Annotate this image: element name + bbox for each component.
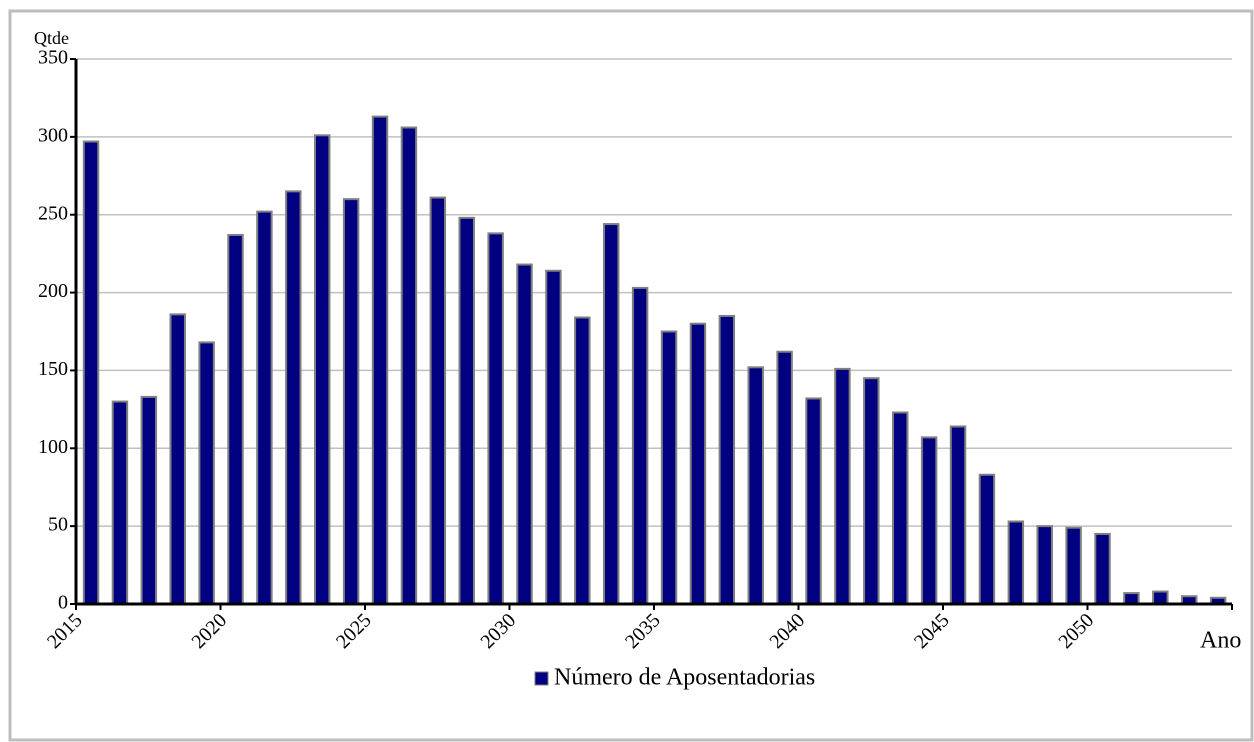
bar	[458, 216, 475, 605]
bar	[256, 210, 273, 605]
bar	[603, 223, 620, 606]
bar	[371, 115, 389, 605]
bar	[169, 313, 186, 605]
bar	[1065, 526, 1082, 606]
bar	[892, 411, 909, 605]
bar	[1152, 590, 1169, 605]
bar	[978, 473, 996, 605]
bar	[400, 126, 418, 605]
bar	[1007, 520, 1025, 606]
y-tick-label: 200	[38, 280, 68, 302]
bar	[949, 425, 967, 605]
bar	[1094, 532, 1111, 606]
y-tick-label: 350	[38, 47, 68, 69]
x-axis-label: Ano	[1200, 628, 1241, 654]
bar	[1036, 525, 1053, 606]
bar	[487, 232, 504, 605]
bar	[805, 397, 822, 606]
y-tick-label: 150	[38, 358, 68, 380]
y-tick-label: 100	[38, 436, 68, 458]
bar	[545, 269, 562, 605]
y-tick-label: 300	[38, 124, 68, 146]
bar	[140, 395, 158, 605]
bar	[227, 233, 244, 605]
bar	[631, 286, 649, 605]
bar	[285, 190, 302, 605]
chart-frame	[8, 9, 1254, 742]
bar	[516, 263, 533, 605]
y-tick-label: 50	[48, 514, 68, 536]
bar	[111, 400, 129, 606]
bar	[834, 367, 851, 605]
bar	[342, 198, 360, 605]
bar	[776, 350, 793, 605]
bar	[660, 330, 678, 605]
bar	[863, 377, 880, 606]
legend-swatch	[534, 671, 549, 686]
bar	[920, 436, 938, 605]
bar	[198, 341, 215, 605]
bar	[314, 134, 331, 606]
y-tick-label: 250	[38, 202, 68, 224]
bar	[747, 366, 764, 606]
legend-label: Número de Aposentadorias	[554, 665, 815, 691]
bar	[429, 196, 447, 605]
bar	[718, 314, 736, 605]
bar	[82, 140, 100, 605]
y-tick-label: 0	[58, 592, 68, 614]
bar	[1123, 592, 1140, 605]
bar	[689, 322, 707, 605]
bar	[574, 316, 591, 605]
y-axis-label: Qtde	[34, 28, 69, 48]
